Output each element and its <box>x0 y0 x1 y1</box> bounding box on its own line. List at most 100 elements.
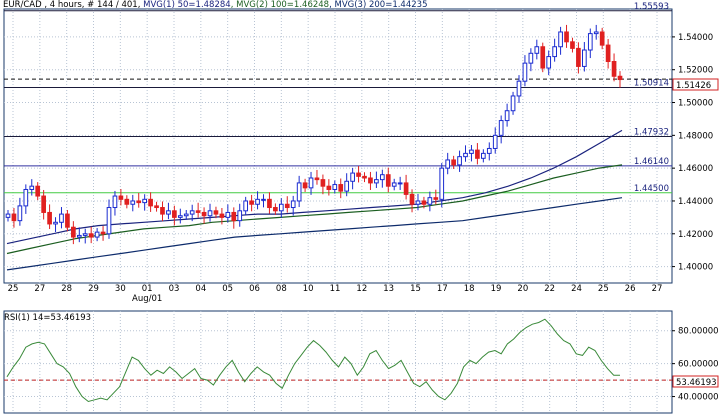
y-tick-label: 1.42000 <box>678 230 713 240</box>
level-label: 1.50914 <box>634 79 669 89</box>
candle-body <box>35 185 41 197</box>
rsi-series <box>6 318 620 403</box>
candle-body <box>267 198 272 209</box>
x-tick-label: 12 <box>356 284 367 294</box>
candle-body <box>106 207 112 235</box>
candle-body <box>142 198 148 204</box>
candle-body <box>587 33 593 51</box>
candle-body <box>88 233 94 238</box>
candle-body <box>94 231 100 238</box>
candle-body <box>11 213 17 222</box>
candle-body <box>290 200 296 209</box>
candle-body <box>338 184 344 192</box>
candle-body <box>296 182 302 202</box>
candle-body <box>427 197 433 205</box>
x-tick-label: 03 <box>169 284 180 294</box>
x-tick-label: 20 <box>517 284 528 294</box>
rsi-line <box>6 318 620 403</box>
candle-body <box>82 233 88 236</box>
candle-body <box>5 213 11 218</box>
candle-body <box>118 195 124 200</box>
level-label: 1.46140 <box>634 157 669 167</box>
candle-body <box>403 182 409 195</box>
rsi-plot-area <box>3 310 673 414</box>
candle-body <box>356 172 361 177</box>
candle-body <box>308 177 314 189</box>
candle-body <box>76 234 82 238</box>
x-tick-label: 08 <box>276 284 287 294</box>
candle-body <box>516 80 522 97</box>
candle-body <box>552 46 557 58</box>
rsi-tick-label: 60.00000 <box>678 360 719 370</box>
rsi-grid <box>4 311 672 413</box>
x-tick-label: 28 <box>61 284 72 294</box>
x-tick-label: 24 <box>571 284 582 294</box>
candle-body <box>492 134 498 149</box>
rsi-current-label: 53.46193 <box>676 378 717 388</box>
x-tick-label: 18 <box>464 284 475 294</box>
candle-body <box>59 213 64 223</box>
candle-body <box>486 147 492 154</box>
candle-body <box>237 210 243 222</box>
rsi-current-box <box>672 375 719 388</box>
candle-body <box>332 184 338 190</box>
candle-body <box>65 213 70 228</box>
candle-body <box>231 211 237 222</box>
candlesticks <box>5 24 623 245</box>
candle-body <box>100 231 106 235</box>
ma-line-3 <box>6 197 623 271</box>
candle-body <box>172 210 177 218</box>
price-axis: 1.54000 1.52000 1.50000 1.48000 1.46000 1.440… <box>672 33 713 273</box>
main-plot-area <box>3 8 673 284</box>
main-grid <box>4 9 672 283</box>
candle-body <box>177 215 183 218</box>
candle-body <box>362 175 367 179</box>
x-tick-label: 17 <box>437 284 448 294</box>
candle-body <box>570 41 575 49</box>
candle-body <box>409 193 415 205</box>
y-tick-label: 1.54000 <box>678 33 713 43</box>
candle-body <box>243 200 249 212</box>
candle-body <box>564 31 569 43</box>
candle-body <box>195 210 201 213</box>
candle-body <box>522 62 528 82</box>
candle-body <box>617 75 623 81</box>
candle-body <box>29 185 35 190</box>
candle-body <box>599 31 605 46</box>
x-tick-label: 15 <box>410 284 421 294</box>
candle-body <box>540 46 546 69</box>
candle-body <box>148 198 153 207</box>
x-tick-label: 22 <box>544 284 555 294</box>
candle-body <box>350 172 355 182</box>
candle-body <box>421 200 427 205</box>
current-price-box <box>672 78 719 91</box>
candle-body <box>278 203 284 212</box>
rsi-tick-label: 80.00000 <box>678 327 719 337</box>
x-tick-label: 25 <box>8 284 19 294</box>
candle-body <box>582 49 587 67</box>
candle-body <box>469 149 474 154</box>
candle-body <box>112 195 118 209</box>
candle-body <box>498 120 504 136</box>
candle-body <box>391 182 397 187</box>
candle-body <box>510 95 516 112</box>
candle-body <box>213 210 219 215</box>
candle-body <box>320 179 326 187</box>
candle-body <box>130 200 136 205</box>
current-price-label: 1.51426 <box>676 81 711 91</box>
candle-body <box>374 179 379 184</box>
indicator-mvg200: , MVG(3) 200=1.44235 <box>329 0 427 10</box>
candle-body <box>255 198 260 205</box>
candle-body <box>504 110 510 122</box>
candle-body <box>219 213 225 218</box>
x-tick-label: 30 <box>115 284 126 294</box>
candle-body <box>23 188 29 207</box>
candle-body <box>605 44 611 63</box>
candle-body <box>463 152 468 158</box>
x-tick-label: 06 <box>249 284 260 294</box>
candle-body <box>154 205 159 209</box>
x-tick-label: 29 <box>88 284 99 294</box>
time-axis: 25 27 28 29 30 01 03 04 05 06 08 10 11 12 13 15 17 18 19 20… <box>8 284 663 304</box>
candle-body <box>302 182 308 189</box>
x-tick-label: 05 <box>222 284 233 294</box>
